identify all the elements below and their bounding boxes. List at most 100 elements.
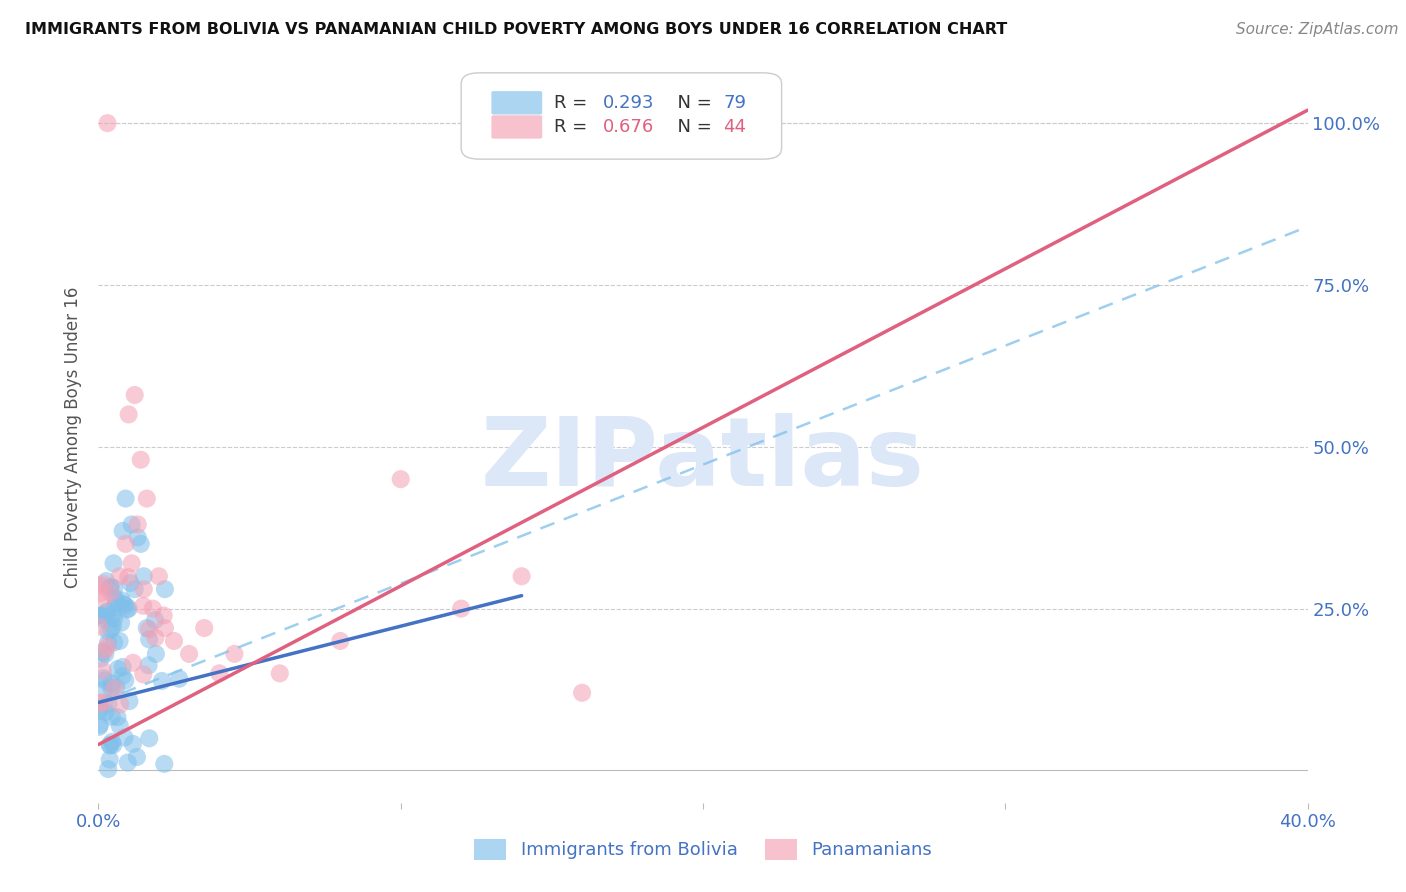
Point: [91, 664, 114, 678]
Point: [510, 569, 533, 583]
Text: 44: 44: [724, 118, 747, 136]
Point: [96, 640, 118, 654]
Point: [167, 672, 190, 686]
Point: [104, 591, 127, 606]
Point: [132, 667, 155, 681]
Point: [97, 762, 120, 776]
Text: 0.676: 0.676: [603, 118, 654, 136]
Point: [118, 694, 141, 708]
Point: [152, 608, 174, 623]
Point: [127, 517, 149, 532]
Point: [97, 604, 120, 618]
Point: [193, 621, 215, 635]
Point: [103, 635, 125, 649]
Point: [101, 735, 124, 749]
Point: [105, 681, 128, 695]
Point: [87, 608, 110, 623]
Point: [100, 622, 122, 636]
Point: [89, 700, 111, 714]
Text: N =: N =: [665, 94, 717, 112]
Point: [100, 676, 122, 690]
Point: [89, 586, 111, 600]
Point: [118, 408, 141, 422]
Point: [98, 753, 121, 767]
Point: [91, 645, 114, 659]
Point: [94, 705, 117, 719]
Point: [117, 570, 139, 584]
Point: [111, 593, 134, 607]
Point: [125, 750, 148, 764]
Point: [132, 599, 155, 613]
Point: [112, 597, 135, 611]
Point: [98, 581, 121, 595]
Point: [87, 720, 110, 734]
Point: [129, 537, 152, 551]
Point: [97, 624, 120, 639]
Point: [111, 660, 134, 674]
Point: [121, 517, 143, 532]
Point: [97, 697, 120, 711]
Point: [108, 569, 131, 583]
Point: [96, 606, 118, 620]
Point: [138, 658, 160, 673]
Point: [145, 631, 167, 645]
Point: [120, 576, 142, 591]
Text: 79: 79: [724, 94, 747, 112]
Point: [93, 682, 115, 697]
Point: [110, 615, 132, 630]
Point: [93, 612, 115, 626]
Point: [121, 557, 143, 571]
Point: [108, 634, 131, 648]
Point: [142, 601, 165, 615]
Point: [94, 647, 117, 661]
Point: [96, 116, 118, 130]
Point: [96, 574, 118, 588]
Point: [98, 739, 121, 753]
FancyBboxPatch shape: [461, 73, 782, 159]
Point: [100, 586, 122, 600]
Point: [127, 530, 149, 544]
Point: [122, 656, 145, 670]
Point: [129, 452, 152, 467]
Point: [93, 577, 115, 591]
Point: [269, 666, 291, 681]
Point: [153, 582, 176, 597]
Text: IMMIGRANTS FROM BOLIVIA VS PANAMANIAN CHILD POVERTY AMONG BOYS UNDER 16 CORRELAT: IMMIGRANTS FROM BOLIVIA VS PANAMANIAN CH…: [25, 22, 1008, 37]
Point: [89, 652, 111, 666]
Point: [90, 607, 112, 622]
Point: [150, 673, 173, 688]
Point: [163, 634, 186, 648]
Text: ZIPatlas: ZIPatlas: [481, 412, 925, 506]
Point: [89, 704, 111, 718]
Point: [89, 608, 111, 623]
Point: [89, 718, 111, 732]
Point: [100, 681, 122, 696]
Point: [118, 601, 141, 615]
Point: [91, 671, 114, 685]
Point: [103, 681, 125, 696]
Point: [108, 719, 131, 733]
Point: [143, 613, 166, 627]
Point: [111, 524, 134, 538]
Point: [117, 756, 139, 770]
Point: [450, 601, 472, 615]
Point: [114, 599, 136, 613]
Point: [108, 698, 131, 712]
Point: [104, 600, 127, 615]
Point: [208, 666, 231, 681]
Text: 0.293: 0.293: [603, 94, 654, 112]
Point: [135, 621, 157, 635]
Point: [138, 731, 160, 746]
Point: [101, 619, 124, 633]
Point: [571, 686, 593, 700]
Point: [103, 611, 125, 625]
Point: [103, 557, 125, 571]
Point: [114, 491, 136, 506]
Point: [122, 737, 145, 751]
Text: R =: R =: [554, 118, 593, 136]
FancyBboxPatch shape: [492, 115, 543, 138]
Point: [89, 620, 111, 634]
Point: [101, 738, 124, 752]
Point: [98, 738, 121, 752]
Y-axis label: Child Poverty Among Boys Under 16: Child Poverty Among Boys Under 16: [65, 286, 83, 588]
